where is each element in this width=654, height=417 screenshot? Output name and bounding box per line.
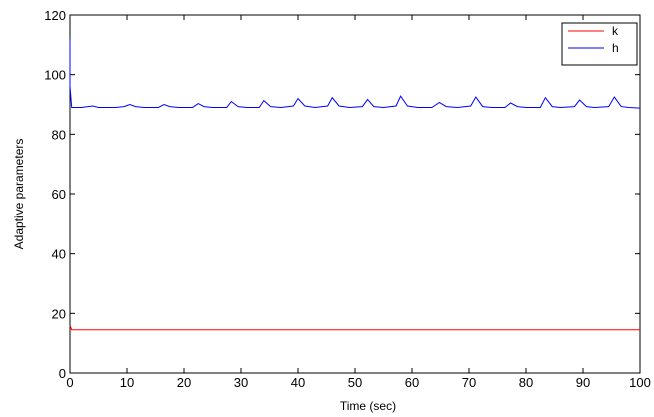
x-axis-label: Time (sec) <box>340 399 396 413</box>
x-tick-label: 60 <box>405 375 419 390</box>
y-tick-label: 100 <box>44 68 66 83</box>
x-tick-label: 50 <box>348 375 362 390</box>
x-tick-label: 40 <box>291 375 305 390</box>
x-tick-label: 70 <box>462 375 476 390</box>
y-tick-label: 20 <box>52 306 66 321</box>
x-tick-label: 80 <box>519 375 533 390</box>
y-tick-label: 120 <box>44 8 66 23</box>
legend-label-k: k <box>612 24 619 38</box>
x-tick-label: 30 <box>234 375 248 390</box>
x-tick-label: 0 <box>66 375 73 390</box>
series-line-h <box>69 38 641 109</box>
y-tick-label: 40 <box>52 247 66 262</box>
x-tick-label: 20 <box>177 375 191 390</box>
series-line-k <box>69 325 640 331</box>
legend-label-h: h <box>612 41 619 55</box>
y-tick-label: 0 <box>59 366 66 381</box>
y-tick-label: 80 <box>52 127 66 142</box>
x-tick-label: 10 <box>120 375 134 390</box>
x-tick-label: 100 <box>629 375 651 390</box>
legend-box <box>561 22 638 66</box>
plot-area <box>69 14 641 374</box>
y-axis-label: Adaptive parameters <box>12 139 26 250</box>
y-tick-label: 60 <box>52 187 66 202</box>
x-tick-label: 90 <box>576 375 590 390</box>
legend: kh <box>561 22 638 66</box>
